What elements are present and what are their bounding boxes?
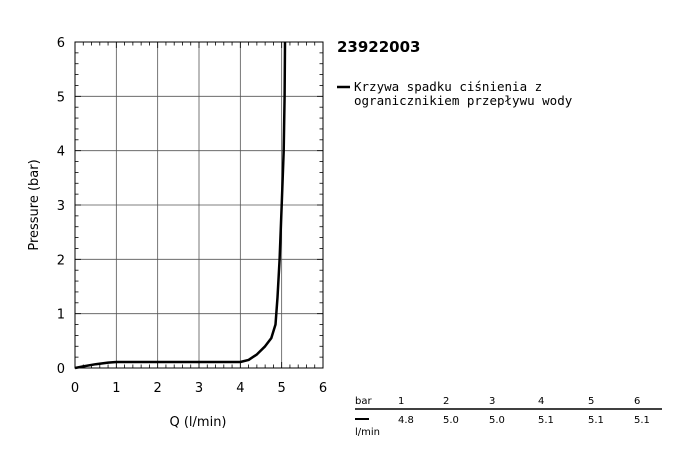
tick-layer: 0 1 2 3 4 5 6 0 1 2 3 4 5 6 (57, 36, 327, 396)
series-layer (74, 41, 287, 370)
axis-layer (74, 41, 324, 369)
table-lmin-value: 5.0 (489, 415, 505, 426)
table-bar-value: 4 (538, 396, 544, 407)
y-tick-label: 0 (57, 362, 65, 377)
x-tick-label: 5 (278, 381, 286, 396)
flow-table: bar l/min 1 2 3 4 5 6 4.8 5.0 5.0 5.1 5.1 5.1 (355, 396, 662, 438)
table-lmin-value: 5.1 (538, 415, 554, 426)
table-lmin-value: 5.1 (634, 415, 650, 426)
y-tick-label: 6 (57, 36, 65, 51)
x-tick-label: 1 (112, 381, 120, 396)
x-axis-label: Q (l/min) (169, 415, 226, 430)
y-tick-label: 1 (57, 308, 65, 323)
y-tick-label: 5 (57, 90, 65, 105)
y-tick-label: 4 (57, 145, 65, 160)
table-bar-value: 3 (489, 396, 495, 407)
table-lmin-value: 5.1 (588, 415, 604, 426)
table-lmin-value: 4.8 (398, 415, 414, 426)
y-tick-label: 3 (57, 199, 65, 214)
x-tick-label: 0 (71, 381, 79, 396)
table-bar-value: 6 (634, 396, 640, 407)
legend-label-line-2: ogranicznikiem przepływu wody (354, 93, 573, 108)
x-tick-label: 3 (195, 381, 203, 396)
table-bar-value: 5 (588, 396, 594, 407)
chart-title: 23922003 (337, 38, 421, 56)
x-tick-label: 4 (236, 381, 244, 396)
x-tick-label: 2 (154, 381, 162, 396)
y-tick-label: 2 (57, 253, 65, 268)
table-bar-value: 1 (398, 396, 404, 407)
series-line-pressure-drop (74, 41, 287, 370)
table-row-unit: l/min (355, 427, 380, 438)
table-bar-value: 2 (443, 396, 449, 407)
y-axis-label: Pressure (bar) (27, 159, 42, 250)
table-header-unit: bar (355, 396, 372, 407)
x-tick-label: 6 (319, 381, 327, 396)
legend-label-line-1: Krzywa spadku ciśnienia z (354, 79, 542, 94)
table-lmin-value: 5.0 (443, 415, 459, 426)
